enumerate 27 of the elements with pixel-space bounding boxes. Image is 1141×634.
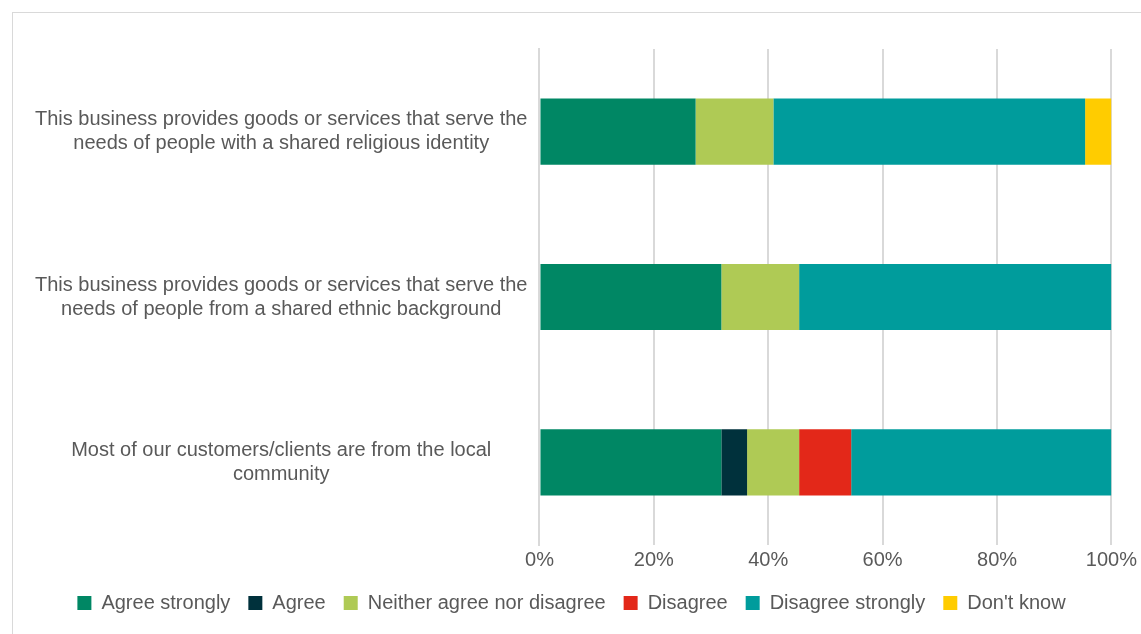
bar — [695, 98, 774, 165]
bar — [799, 263, 1112, 331]
bar — [799, 429, 852, 496]
bar — [747, 429, 800, 496]
bar — [540, 429, 722, 496]
x-tick-label: 0% — [525, 547, 555, 570]
y-tick-label: Most of our customers/clients are from the local community — [71, 437, 492, 484]
bar — [773, 98, 1086, 165]
bar — [540, 98, 696, 165]
bar — [721, 429, 748, 496]
x-tick-label: 60% — [862, 547, 903, 570]
x-tick-label: 20% — [633, 547, 675, 570]
x-tick-label: 80% — [977, 547, 1018, 570]
legend-label: Agree strongly — [101, 590, 231, 613]
bar — [851, 429, 1112, 496]
bar — [1085, 98, 1112, 165]
legend-label: Agree — [272, 590, 326, 613]
legend-label: Disagree — [647, 590, 728, 613]
legend-label: Don't know — [967, 590, 1067, 613]
bar — [540, 263, 722, 331]
y-tick-label: This business provides goods or services that serve the needs of people from a shared ethnic background — [35, 272, 528, 319]
x-tick-label: 100% — [1085, 547, 1138, 570]
legend-label: Disagree strongly — [769, 590, 926, 613]
bar — [721, 263, 800, 331]
legend-label: Neither agree nor disagree — [367, 590, 606, 613]
y-tick-label: This business provides goods or services that serve the needs of people with a shared religious identity — [35, 107, 528, 154]
x-tick-label: 40% — [748, 547, 789, 570]
